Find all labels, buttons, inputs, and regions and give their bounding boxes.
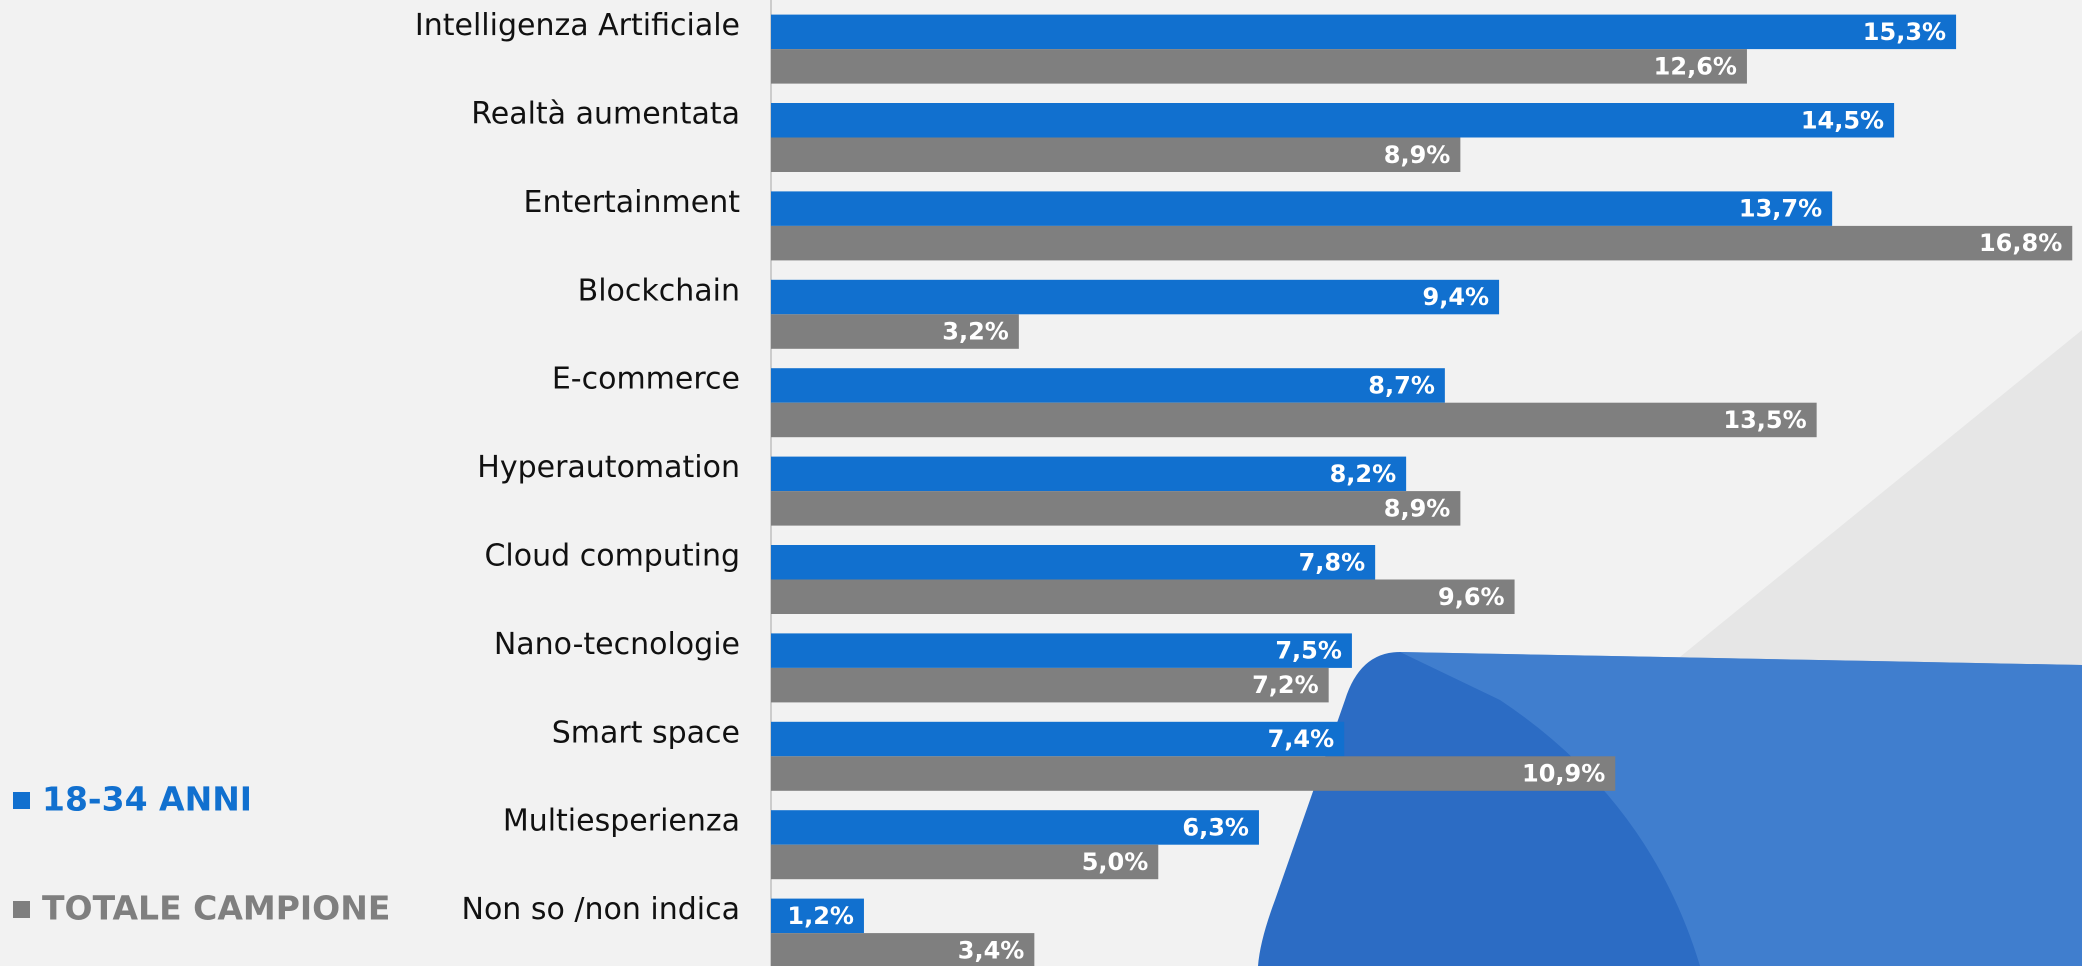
bar — [771, 103, 1895, 138]
value-label: 7,5% — [1275, 637, 1342, 665]
bar — [771, 667, 1329, 703]
bar — [771, 225, 2073, 261]
category-label: Multiesperienza — [503, 804, 740, 839]
category-label: Blockchain — [578, 273, 740, 308]
value-label: 9,4% — [1423, 283, 1490, 311]
bar — [771, 844, 1159, 880]
bar — [771, 491, 1461, 526]
value-label: 15,3% — [1863, 18, 1946, 46]
value-label: 16,8% — [1979, 229, 2062, 257]
bar — [771, 633, 1352, 668]
bar — [771, 368, 1445, 403]
legend-swatch — [13, 792, 30, 809]
value-label: 8,7% — [1368, 371, 1435, 399]
category-label: E-commerce — [552, 362, 740, 397]
bar — [771, 721, 1345, 757]
value-label: 5,0% — [1082, 848, 1149, 876]
value-label: 1,2% — [787, 902, 854, 930]
category-label: Cloud computing — [484, 539, 740, 574]
category-label: Nano-tecnologie — [494, 627, 740, 662]
legend-swatch — [13, 901, 30, 918]
value-label: 9,6% — [1438, 583, 1505, 611]
decorative-image — [1400, 652, 2082, 966]
value-label: 10,9% — [1522, 760, 1605, 788]
bar — [771, 402, 1817, 438]
bar — [771, 810, 1259, 845]
bar — [771, 14, 1957, 50]
category-label: Entertainment — [524, 185, 741, 220]
bar — [771, 49, 1747, 84]
value-label: 13,7% — [1739, 195, 1822, 223]
value-label: 8,2% — [1330, 460, 1397, 488]
bar — [771, 456, 1407, 492]
bar — [771, 137, 1461, 172]
value-label: 7,4% — [1268, 725, 1335, 753]
category-label: Intelligenza Artificiale — [415, 8, 740, 43]
bar — [771, 191, 1833, 226]
value-label: 8,9% — [1384, 141, 1451, 169]
bar — [771, 898, 864, 934]
value-label: 12,6% — [1654, 52, 1737, 80]
value-label: 3,4% — [958, 936, 1025, 964]
bar — [771, 314, 1019, 349]
category-label: Non so /non indica — [462, 892, 741, 927]
value-label: 8,9% — [1384, 494, 1451, 522]
value-label: 7,8% — [1299, 548, 1366, 576]
bar — [771, 279, 1500, 315]
value-label: 3,2% — [942, 318, 1009, 346]
value-label: 6,3% — [1182, 813, 1249, 841]
bar — [771, 933, 1035, 966]
legend-label: TOTALE CAMPIONE — [42, 889, 390, 928]
value-label: 13,5% — [1723, 406, 1806, 434]
category-label: Hyperautomation — [477, 450, 740, 485]
bar — [771, 545, 1376, 580]
category-label: Smart space — [552, 715, 740, 750]
bar — [771, 579, 1515, 614]
value-label: 14,5% — [1801, 106, 1884, 134]
bar — [771, 756, 1616, 791]
category-label: Realtà aumentata — [471, 97, 740, 132]
legend-label: 18-34 ANNI — [42, 780, 252, 819]
value-label: 7,2% — [1252, 671, 1319, 699]
